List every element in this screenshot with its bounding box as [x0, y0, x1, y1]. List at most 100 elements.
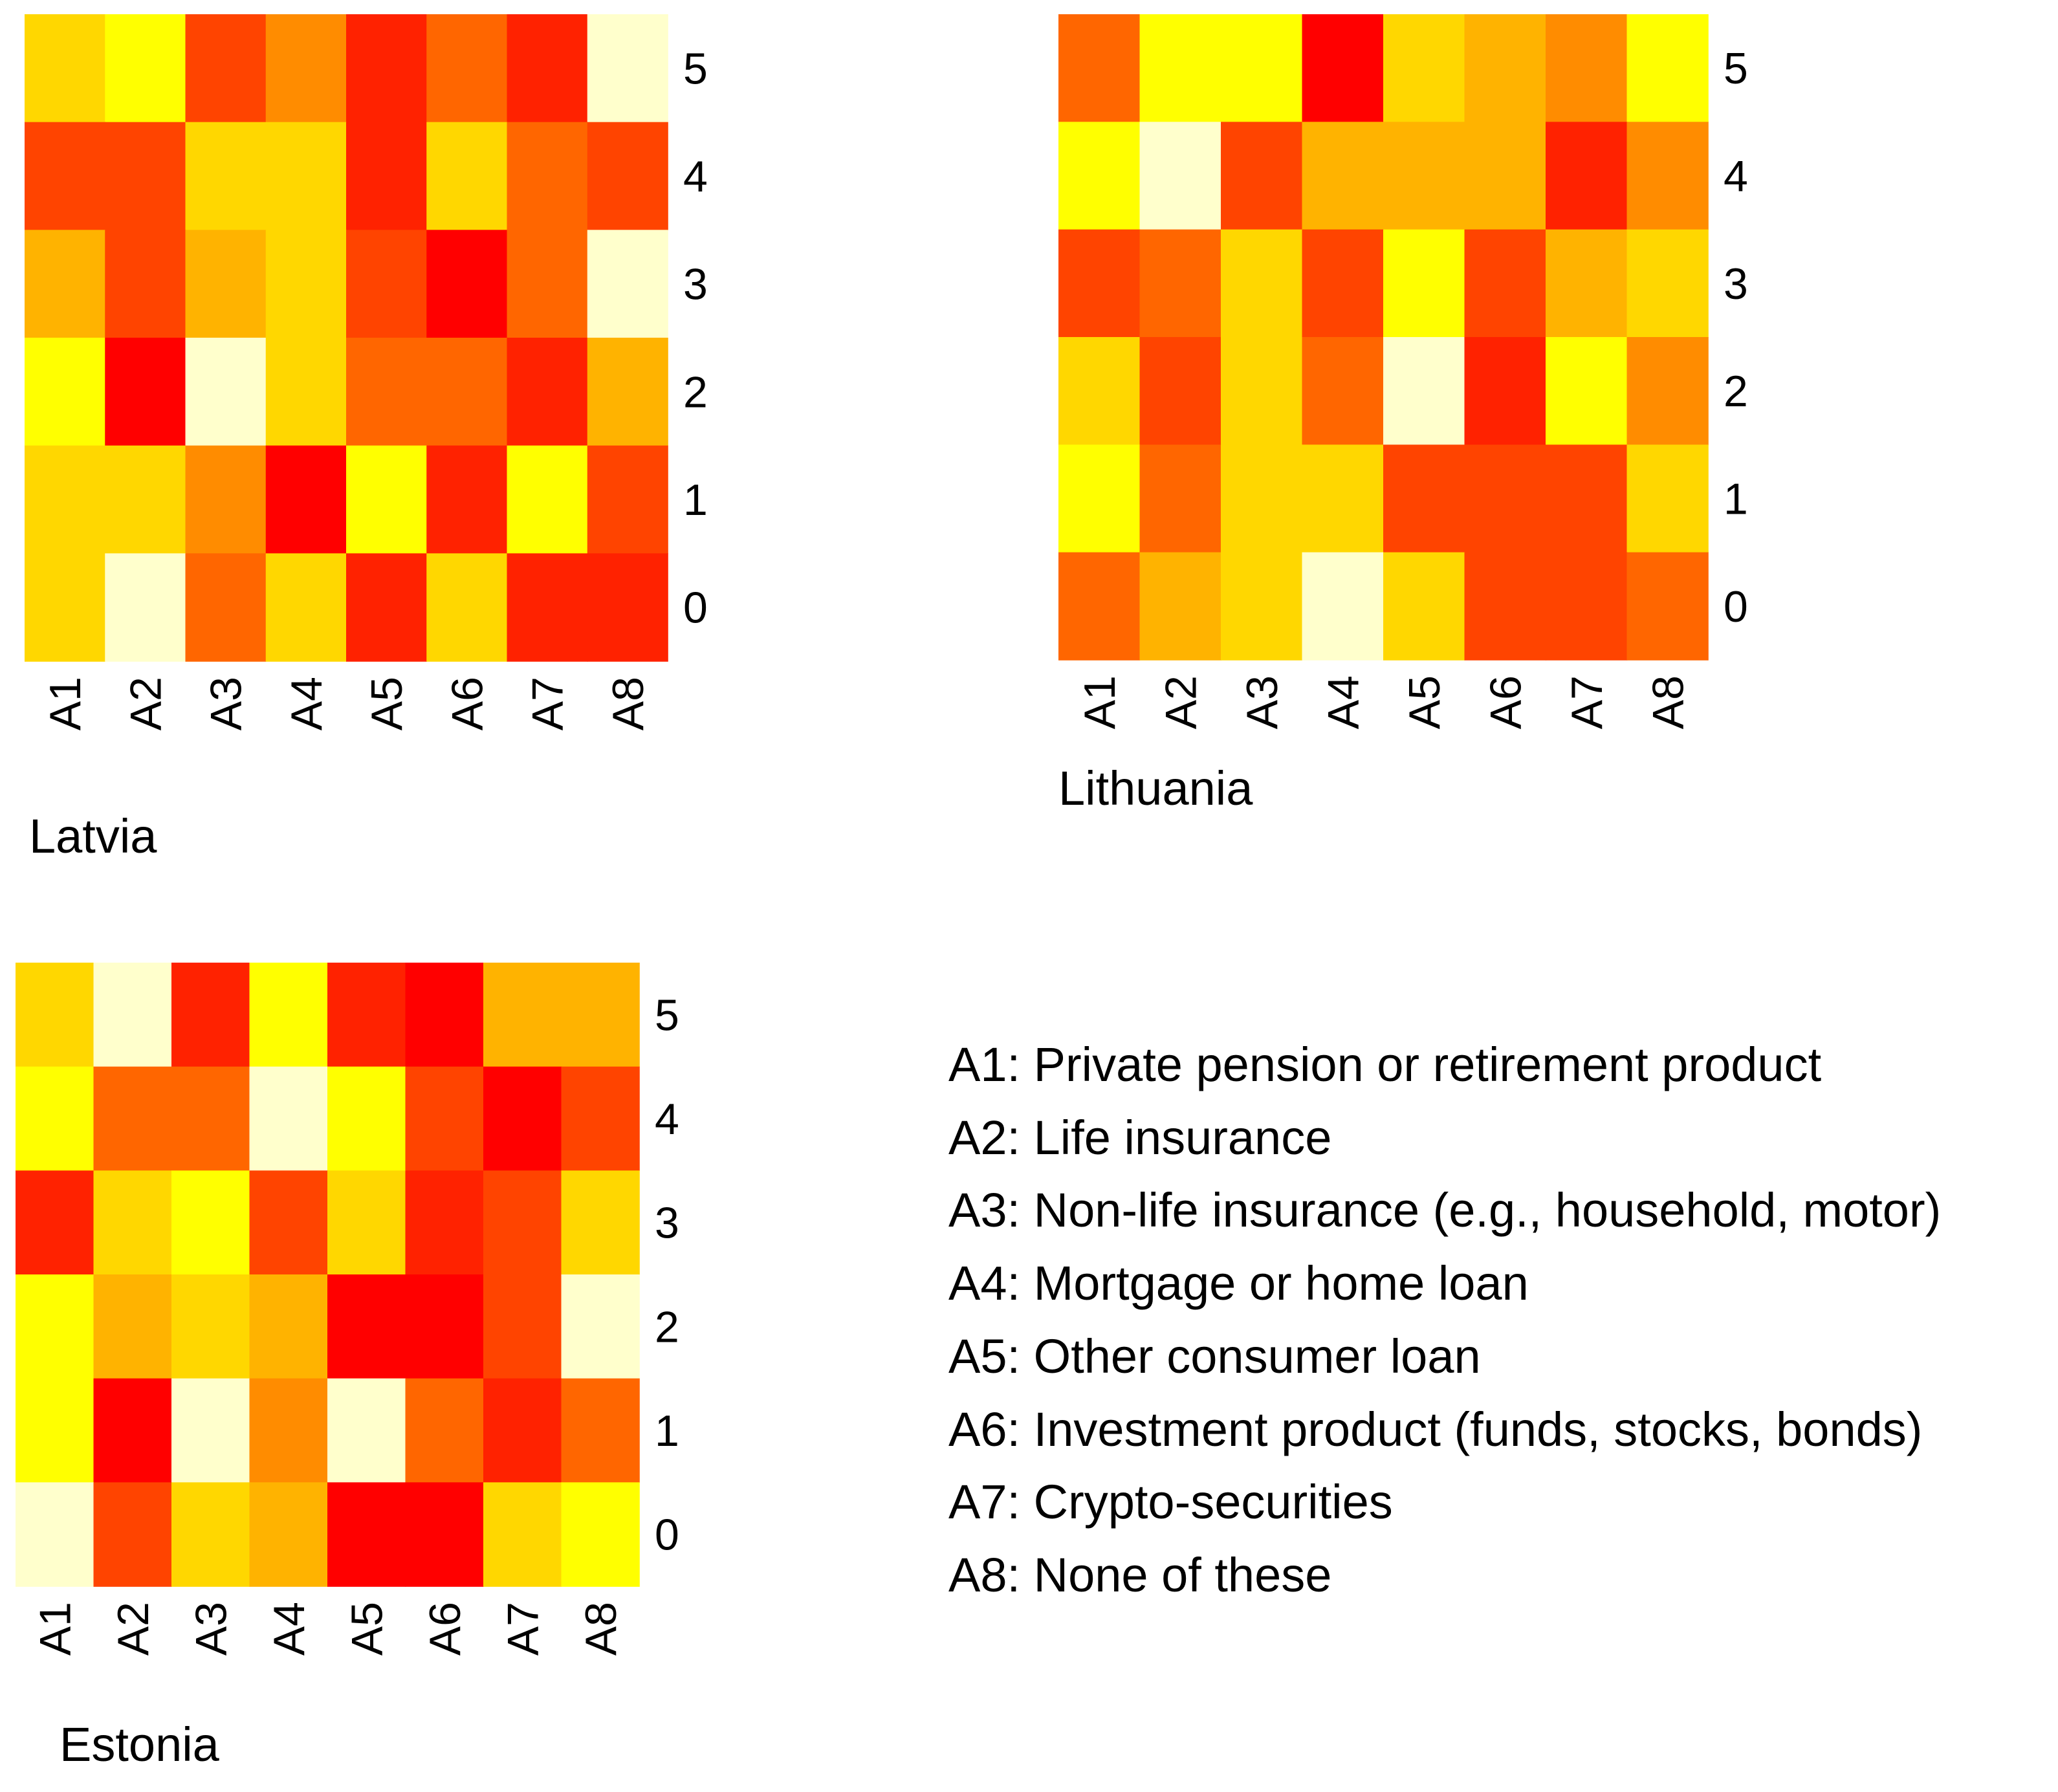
- heatmap-cell: [1546, 122, 1628, 230]
- heatmap-cell: [1383, 552, 1465, 661]
- x-tick-label: A7: [1562, 675, 1612, 729]
- heatmap-cell: [1383, 14, 1465, 123]
- y-tick-label: 0: [1724, 582, 1748, 631]
- heatmap-cell: [249, 963, 328, 1067]
- x-tick-label: A1: [30, 1602, 80, 1655]
- heatmap-cell: [327, 1482, 406, 1587]
- heatmap-cell: [1464, 14, 1546, 123]
- heatmap-cell: [405, 1066, 484, 1172]
- x-tick-label: A3: [186, 1602, 235, 1655]
- heatmap-cell: [93, 1274, 172, 1379]
- y-tick-label: 1: [1724, 475, 1748, 524]
- heatmap-cell: [327, 963, 406, 1067]
- heatmap-cell: [1139, 552, 1221, 661]
- x-tick-label: A5: [1400, 675, 1449, 729]
- heatmap-cell: [1058, 552, 1141, 661]
- x-tick-label: A2: [109, 1602, 158, 1655]
- panel-title: Lithuania: [1058, 761, 1253, 815]
- x-tick-label: A1: [41, 677, 90, 730]
- x-tick-label: A4: [1319, 675, 1368, 729]
- heatmap-cell: [346, 553, 428, 662]
- heatmap-cell: [1139, 337, 1221, 446]
- legend-item-a1: A1: Private pension or retirement produc…: [948, 1038, 1822, 1091]
- heatmap-cell: [105, 122, 186, 231]
- heatmap-cell: [346, 122, 428, 231]
- heatmap-cell: [507, 230, 588, 338]
- heatmap-cell: [507, 338, 588, 446]
- y-tick-label: 2: [1724, 367, 1748, 416]
- heatmap-cell: [265, 122, 347, 231]
- heatmap-cell: [16, 963, 94, 1067]
- y-tick-label: 3: [655, 1199, 679, 1248]
- legend-item-a5: A5: Other consumer loan: [948, 1329, 1481, 1383]
- heatmap-cell: [327, 1274, 406, 1379]
- heatmap-cell: [1626, 337, 1709, 446]
- heatmap-cell: [561, 963, 640, 1067]
- y-tick-label: 4: [683, 152, 708, 201]
- legend-item-a3: A3: Non-life insurance (e.g., household,…: [948, 1183, 1942, 1238]
- y-tick-label: 3: [683, 260, 708, 309]
- heatmap-cell: [483, 963, 562, 1067]
- x-tick-label: A3: [202, 677, 251, 730]
- heatmap-cell: [1383, 122, 1465, 230]
- heatmap-cell: [265, 338, 347, 446]
- heatmap-cell: [185, 230, 267, 338]
- heatmap-cell: [1221, 444, 1303, 553]
- heatmap-cell: [507, 445, 588, 554]
- heatmap-cell: [561, 1482, 640, 1587]
- x-tick-label: A2: [1156, 675, 1205, 729]
- heatmap-cell: [1058, 337, 1141, 446]
- heatmap-cell: [249, 1066, 328, 1172]
- heatmap-cell: [16, 1482, 94, 1587]
- heatmap-cell: [1058, 122, 1141, 230]
- legend-item-a2: A2: Life insurance: [948, 1110, 1332, 1164]
- heatmap-cell: [327, 1066, 406, 1172]
- heatmap-cell: [426, 553, 508, 662]
- x-tick-label: A6: [421, 1602, 470, 1655]
- heatmap-cell: [185, 14, 267, 123]
- heatmap-cell: [1546, 229, 1628, 338]
- heatmap-cell: [171, 1378, 250, 1483]
- heatmap-cell: [1221, 552, 1303, 661]
- y-tick-label: 5: [1724, 44, 1748, 93]
- heatmap-cell: [265, 230, 347, 338]
- heatmap-cell: [93, 1066, 172, 1172]
- heatmap-cell: [346, 338, 428, 446]
- x-tick-label: A6: [1481, 675, 1530, 729]
- heatmap-cell: [327, 1378, 406, 1483]
- heatmap-cell: [185, 122, 267, 231]
- heatmap-cell: [1546, 337, 1628, 446]
- heatmap-cell: [426, 14, 508, 123]
- heatmap-cell: [1058, 229, 1141, 338]
- heatmap-cell: [105, 553, 186, 662]
- y-tick-label: 5: [655, 990, 679, 1040]
- heatmap-cell: [346, 230, 428, 338]
- heatmap-cell: [483, 1170, 562, 1275]
- heatmap-cell: [1546, 14, 1628, 123]
- x-tick-label: A6: [443, 677, 492, 730]
- heatmap-cell: [561, 1274, 640, 1379]
- heatmap-panel: 5 4 3 2 1 0 A1 A2 A3 A4 A5 A6 A7 A8 Estonia: [16, 963, 679, 1771]
- heatmap-cell: [1221, 14, 1303, 123]
- heatmap-cell: [405, 1274, 484, 1379]
- heatmap-cell: [1058, 444, 1141, 553]
- heatmap-cell: [483, 1066, 562, 1172]
- heatmap-cell: [1464, 444, 1546, 553]
- y-tick-label: 4: [655, 1095, 679, 1144]
- heatmap-cell: [93, 1378, 172, 1483]
- heatmap-cell: [105, 338, 186, 446]
- heatmap-cell: [1221, 337, 1303, 446]
- heatmap-cell: [346, 14, 428, 123]
- x-tick-label: A7: [523, 677, 573, 730]
- y-tick-label: 0: [655, 1511, 679, 1560]
- x-tick-label: A7: [498, 1602, 547, 1655]
- heatmap-cell: [1302, 444, 1384, 553]
- heatmap-cell: [1383, 337, 1465, 446]
- heatmap-cell: [405, 1170, 484, 1275]
- y-tick-label: 0: [683, 584, 708, 633]
- heatmap-panel: 5 4 3 2 1 0 A1 A2 A3 A4 A5 A6 A7 A8 Latvia: [25, 14, 708, 863]
- heatmap-cell: [1383, 229, 1465, 338]
- heatmap-cell: [265, 14, 347, 123]
- x-tick-label: A8: [576, 1602, 626, 1655]
